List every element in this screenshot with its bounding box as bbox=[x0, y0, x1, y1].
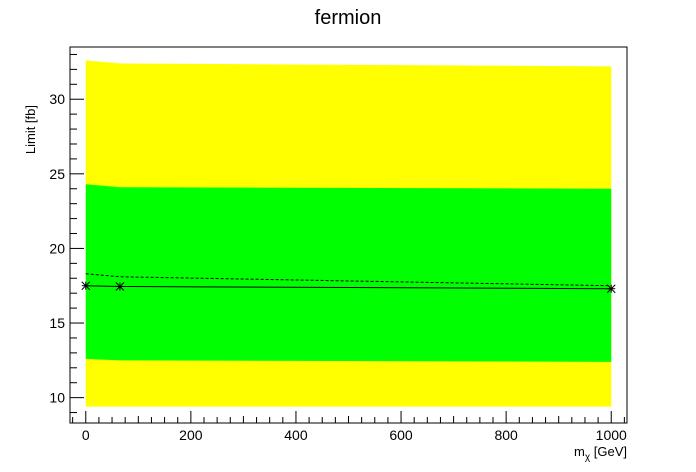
x-tick-label: 0 bbox=[82, 427, 90, 443]
x-tick-label: 600 bbox=[389, 427, 413, 443]
y-tick-label: 20 bbox=[49, 240, 65, 256]
series-line-expected bbox=[85, 273, 612, 287]
y-axis-label: Limit [fb] bbox=[23, 105, 38, 154]
y-tick-label: 15 bbox=[49, 315, 65, 331]
x-axis-label-main: m bbox=[574, 444, 585, 459]
x-axis-label-unit: [GeV] bbox=[590, 444, 627, 459]
y-tick-label: 25 bbox=[49, 166, 65, 182]
chart-title: fermion bbox=[315, 7, 382, 29]
data-point-observed bbox=[606, 284, 616, 294]
x-tick-label: 200 bbox=[179, 427, 203, 443]
lines-layer bbox=[81, 273, 616, 294]
data-point-observed bbox=[115, 282, 125, 291]
x-axis-label-sub: χ bbox=[585, 452, 591, 463]
x-tick-label: 400 bbox=[284, 427, 308, 443]
marker-stroke bbox=[81, 281, 91, 291]
marker-stroke bbox=[115, 282, 125, 291]
ticks-layer: 0 200 400 600 800 1000 10 15 20 25 30 bbox=[49, 53, 627, 443]
x-tick-label: 1000 bbox=[596, 427, 627, 443]
x-axis-label: mχ [GeV] bbox=[574, 444, 627, 463]
y-tick-label: 10 bbox=[49, 390, 65, 406]
data-point-observed bbox=[81, 281, 91, 291]
bands-layer bbox=[85, 60, 612, 407]
marker-stroke bbox=[606, 284, 616, 294]
y-tick-label: 30 bbox=[49, 91, 65, 107]
x-tick-label: 800 bbox=[494, 427, 518, 443]
band-1-sigma bbox=[85, 184, 612, 362]
